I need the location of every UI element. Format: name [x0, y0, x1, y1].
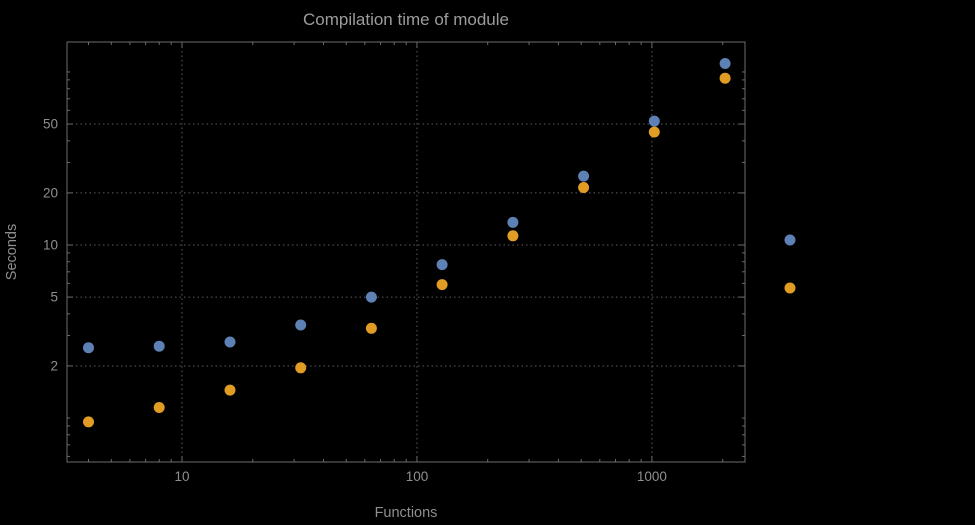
blue-legend-marker [784, 234, 796, 246]
blue-series-point [83, 342, 94, 354]
y-tick-label: 10 [43, 237, 58, 252]
tick-labels: 10 100 1000 2 5 10 20 50 [43, 117, 667, 484]
orange-series-point [153, 402, 165, 413]
x-tick-label: 1000 [637, 469, 667, 484]
x-axis-label: Functions [375, 505, 438, 521]
orange-series-point [648, 126, 660, 138]
orange-series-point [224, 384, 236, 396]
gridlines [67, 42, 745, 462]
x-tick-label: 100 [406, 469, 429, 484]
blue-series-point [295, 319, 307, 331]
blue-series-point [365, 291, 377, 303]
blue-series-point [719, 58, 731, 69]
orange-series-point [719, 72, 731, 84]
orange-series-point [578, 182, 590, 193]
y-tick-label: 2 [50, 358, 58, 373]
y-tick-label: 20 [43, 185, 58, 200]
y-axis-label: Seconds [4, 224, 20, 280]
data-points [83, 58, 731, 428]
orange-series-point [83, 416, 94, 428]
x-tick-label: 10 [174, 469, 189, 484]
blue-series-point [578, 170, 590, 182]
y-tick-label: 50 [43, 117, 58, 132]
orange-legend-marker [784, 282, 796, 294]
blue-series-point [436, 259, 448, 271]
chart-title: Compilation time of module [303, 10, 509, 29]
blue-series-point [507, 216, 519, 228]
y-tick-label: 5 [50, 290, 58, 305]
blue-series-point [648, 115, 660, 127]
orange-series-point [365, 322, 377, 334]
orange-series-point [436, 279, 448, 291]
blue-series-point [224, 336, 236, 348]
legend [784, 234, 796, 294]
plot-frame [66, 41, 746, 463]
orange-series-point [295, 362, 307, 374]
orange-series-point [507, 230, 519, 242]
blue-series-point [153, 340, 165, 352]
